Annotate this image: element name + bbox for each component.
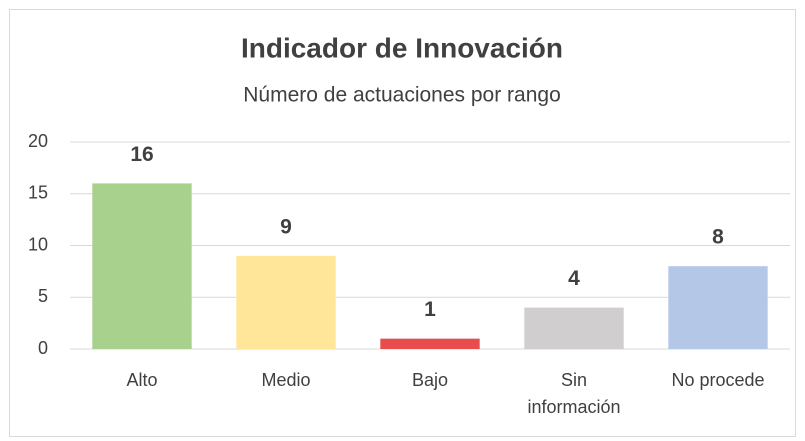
x-tick-label: Bajo <box>412 370 448 390</box>
data-label: 16 <box>130 143 153 166</box>
data-label: 1 <box>424 298 436 321</box>
y-tick-label: 10 <box>28 234 48 254</box>
bar <box>92 183 192 349</box>
y-tick-label: 0 <box>38 338 48 358</box>
bar <box>668 266 768 349</box>
x-tick-label: No procede <box>671 370 764 390</box>
data-label: 4 <box>568 267 580 290</box>
bar <box>380 338 480 349</box>
x-tick-label: Sin información <box>527 370 620 417</box>
chart-title: Indicador de Innovación <box>241 32 563 63</box>
bar <box>236 255 336 349</box>
y-tick-label: 20 <box>28 131 48 151</box>
y-tick-label: 5 <box>38 286 48 306</box>
x-tick-label: Medio <box>261 370 310 390</box>
y-tick-label: 15 <box>28 183 48 203</box>
bar <box>524 307 624 349</box>
x-tick-label: Alto <box>126 370 157 390</box>
data-label: 9 <box>280 215 292 238</box>
chart-subtitle: Número de actuaciones por rango <box>243 84 561 107</box>
data-label: 8 <box>712 226 724 249</box>
